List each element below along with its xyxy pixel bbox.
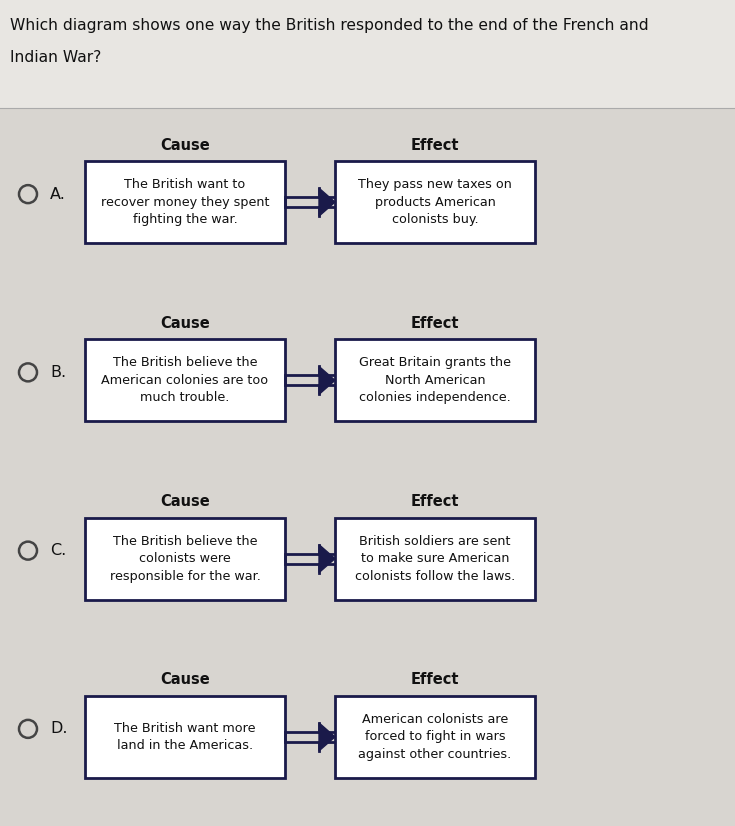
Text: Cause: Cause: [160, 672, 210, 687]
Bar: [85, 518, 285, 600]
Text: B.: B.: [50, 365, 66, 380]
Text: D.: D.: [50, 721, 68, 736]
Text: The British believe the
colonists were
responsible for the war.: The British believe the colonists were r…: [110, 534, 260, 582]
Text: Effect: Effect: [411, 316, 459, 331]
Bar: [85, 161, 285, 243]
Text: Which diagram shows one way the British responded to the end of the French and: Which diagram shows one way the British …: [10, 18, 648, 33]
Text: Indian War?: Indian War?: [10, 50, 101, 65]
Bar: [335, 161, 535, 243]
Text: The British want more
land in the Americas.: The British want more land in the Americ…: [114, 722, 256, 752]
Bar: [335, 695, 535, 778]
Bar: [85, 339, 285, 421]
Text: The British want to
recover money they spent
fighting the war.: The British want to recover money they s…: [101, 178, 269, 226]
Text: Cause: Cause: [160, 316, 210, 331]
Text: American colonists are
forced to fight in wars
against other countries.: American colonists are forced to fight i…: [359, 713, 512, 761]
Polygon shape: [319, 188, 335, 216]
Text: Cause: Cause: [160, 138, 210, 153]
Bar: [0, 0, 735, 108]
Text: C.: C.: [50, 544, 66, 558]
Text: Great Britain grants the
North American
colonies independence.: Great Britain grants the North American …: [359, 356, 511, 405]
Text: A.: A.: [50, 187, 66, 202]
Text: Effect: Effect: [411, 138, 459, 153]
Polygon shape: [319, 544, 335, 572]
Text: Cause: Cause: [160, 494, 210, 509]
Polygon shape: [319, 367, 335, 394]
Text: The British believe the
American colonies are too
much trouble.: The British believe the American colonie…: [101, 356, 268, 405]
Text: They pass new taxes on
products American
colonists buy.: They pass new taxes on products American…: [358, 178, 512, 226]
Polygon shape: [319, 723, 335, 751]
Bar: [335, 518, 535, 600]
Bar: [85, 695, 285, 778]
Bar: [335, 339, 535, 421]
Text: Effect: Effect: [411, 494, 459, 509]
Text: British soldiers are sent
to make sure American
colonists follow the laws.: British soldiers are sent to make sure A…: [355, 534, 515, 582]
Text: Effect: Effect: [411, 672, 459, 687]
